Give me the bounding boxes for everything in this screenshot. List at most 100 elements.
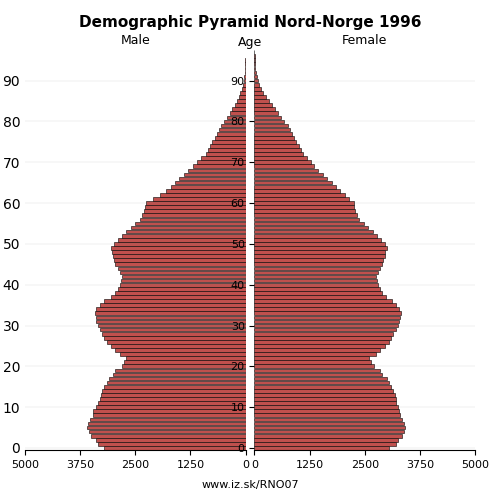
Bar (222, 124, 246, 128)
Bar (116, 368, 246, 372)
Bar (254, 410, 399, 413)
Bar (254, 95, 266, 99)
Bar (142, 214, 246, 217)
Bar (254, 368, 380, 372)
Bar (254, 262, 382, 266)
Bar (254, 222, 364, 226)
Bar (92, 414, 246, 417)
Bar (212, 140, 246, 143)
Bar (254, 389, 394, 392)
Bar (254, 348, 380, 352)
Bar (104, 299, 246, 303)
Bar (254, 79, 258, 82)
Bar (254, 144, 298, 148)
Bar (254, 156, 308, 160)
Bar (254, 74, 256, 78)
Bar (254, 152, 303, 156)
Bar (114, 258, 246, 262)
Bar (254, 344, 384, 348)
Bar (126, 356, 246, 360)
Bar (153, 197, 246, 201)
Bar (254, 160, 311, 164)
Bar (254, 108, 274, 111)
Bar (98, 401, 246, 405)
Bar (122, 364, 246, 368)
Bar (254, 438, 398, 442)
Bar (254, 99, 268, 103)
Bar (109, 376, 246, 380)
Bar (254, 316, 400, 319)
Bar (254, 254, 384, 258)
Bar (254, 128, 290, 132)
Bar (94, 410, 246, 413)
Bar (98, 442, 246, 446)
Bar (89, 430, 246, 434)
Bar (254, 385, 391, 388)
Bar (254, 181, 332, 184)
Bar (254, 328, 396, 332)
Bar (208, 148, 246, 152)
Bar (126, 230, 246, 234)
Bar (94, 312, 246, 315)
Text: www.iz.sk/RNO07: www.iz.sk/RNO07 (201, 480, 299, 490)
Bar (254, 401, 396, 405)
Bar (254, 291, 382, 294)
Bar (219, 128, 246, 132)
Bar (166, 189, 246, 192)
Bar (214, 136, 246, 140)
Bar (100, 304, 246, 307)
Bar (210, 144, 246, 148)
Bar (124, 360, 246, 364)
Title: Male: Male (120, 34, 150, 48)
Bar (254, 218, 360, 221)
Bar (122, 274, 246, 278)
Bar (131, 226, 246, 230)
Bar (170, 185, 246, 188)
Bar (254, 320, 399, 324)
Bar (254, 238, 382, 242)
Bar (102, 332, 246, 336)
Bar (118, 266, 246, 270)
Bar (254, 430, 404, 434)
Bar (111, 295, 246, 299)
Bar (254, 234, 377, 237)
Bar (188, 168, 246, 172)
Bar (104, 385, 246, 388)
Bar (254, 104, 272, 107)
Bar (254, 381, 389, 384)
Bar (254, 426, 406, 430)
Bar (254, 295, 386, 299)
Bar (254, 324, 398, 328)
Bar (184, 172, 246, 176)
Bar (122, 234, 246, 237)
Text: Demographic Pyramid Nord-Norge 1996: Demographic Pyramid Nord-Norge 1996 (79, 15, 421, 30)
Bar (254, 136, 294, 140)
Bar (88, 422, 246, 426)
Bar (254, 185, 336, 188)
Bar (254, 83, 260, 86)
Bar (106, 340, 246, 344)
Bar (254, 434, 402, 438)
Bar (245, 70, 246, 74)
Bar (254, 376, 387, 380)
Bar (90, 418, 246, 421)
Bar (114, 242, 246, 246)
Bar (102, 389, 246, 392)
Bar (254, 140, 296, 143)
Bar (227, 116, 246, 119)
Bar (160, 193, 246, 196)
Bar (254, 312, 401, 315)
Bar (232, 108, 245, 111)
Bar (116, 348, 246, 352)
Bar (254, 148, 300, 152)
Bar (254, 214, 357, 217)
Bar (254, 120, 284, 124)
Bar (96, 316, 246, 319)
Bar (244, 79, 246, 82)
Bar (100, 328, 246, 332)
Bar (98, 324, 246, 328)
Bar (121, 279, 246, 282)
Bar (145, 206, 246, 209)
Bar (243, 83, 246, 86)
Bar (254, 197, 350, 201)
